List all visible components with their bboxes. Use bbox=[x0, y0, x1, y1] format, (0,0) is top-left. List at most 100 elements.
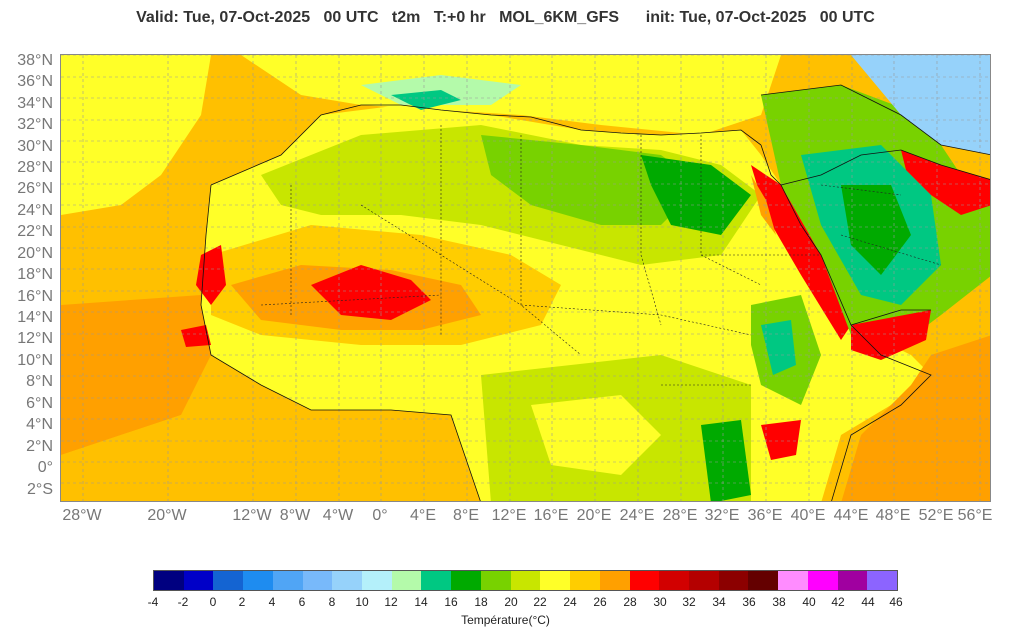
colorbar-tick: 42 bbox=[831, 595, 845, 609]
lon-label: 28°W bbox=[62, 507, 102, 524]
colorbar-swatch bbox=[540, 571, 571, 590]
mediterranean-sea bbox=[241, 55, 781, 135]
colorbar-swatch bbox=[837, 571, 868, 590]
lat-label: 36°N bbox=[17, 73, 53, 90]
colorbar-tick: 26 bbox=[593, 595, 607, 609]
lon-label: 40°E bbox=[790, 507, 826, 524]
colorbar bbox=[153, 570, 898, 591]
colorbar-tick: 40 bbox=[802, 595, 816, 609]
colorbar-swatch bbox=[451, 571, 481, 590]
indian-ocean bbox=[841, 335, 990, 501]
colorbar-swatch bbox=[748, 571, 779, 590]
lon-label: 52°E bbox=[918, 507, 954, 524]
colorbar-tick: 18 bbox=[474, 595, 488, 609]
atlas-cold bbox=[391, 90, 461, 110]
lat-label: 0° bbox=[37, 459, 53, 476]
colorbar-tick: 34 bbox=[712, 595, 726, 609]
lat-label: 38°N bbox=[17, 52, 53, 69]
colorbar-swatch bbox=[599, 571, 630, 590]
graticule bbox=[61, 55, 990, 501]
country-borders bbox=[260, 125, 942, 386]
najd-plateau bbox=[841, 185, 911, 275]
colorbar-tick: 14 bbox=[414, 595, 428, 609]
lon-label: 44°E bbox=[833, 507, 869, 524]
red-sea bbox=[751, 165, 851, 340]
congo-basin bbox=[531, 395, 661, 475]
egypt-cool-zone bbox=[641, 155, 751, 235]
colorbar-tick: 36 bbox=[742, 595, 756, 609]
colorbar-swatch bbox=[867, 571, 897, 590]
lon-label: 20°E bbox=[576, 507, 612, 524]
lat-label: 34°N bbox=[17, 95, 53, 112]
lon-label: 0° bbox=[372, 507, 388, 524]
lon-label: 28°E bbox=[662, 507, 698, 524]
colorbar-tick: 4 bbox=[268, 595, 276, 609]
colorbar-tick: 44 bbox=[861, 595, 875, 609]
persian-gulf bbox=[901, 150, 990, 215]
mauritania-coast-hot bbox=[196, 245, 226, 305]
colorbar-swatch bbox=[629, 571, 660, 590]
colorbar-swatch bbox=[480, 571, 511, 590]
lon-label: 36°E bbox=[747, 507, 783, 524]
lat-label: 16°N bbox=[17, 288, 53, 305]
atlantic-warm-zone bbox=[61, 295, 211, 455]
great-lakes-region bbox=[701, 420, 751, 501]
lat-label: 32°N bbox=[17, 116, 53, 133]
lon-label: 12°E bbox=[491, 507, 527, 524]
lon-label: 48°E bbox=[875, 507, 911, 524]
lat-label: 18°N bbox=[17, 266, 53, 283]
colorbar-tick: 0 bbox=[209, 595, 217, 609]
colorbar-tick: 32 bbox=[682, 595, 696, 609]
lat-label: 14°N bbox=[17, 309, 53, 326]
gulf-of-guinea bbox=[61, 410, 481, 501]
colorbar-tick: 30 bbox=[653, 595, 667, 609]
colorbar-tick: 8 bbox=[328, 595, 336, 609]
colorbar-title: Température(°C) bbox=[461, 613, 550, 627]
colorbar-tick: 24 bbox=[563, 595, 577, 609]
colorbar-swatch bbox=[362, 571, 392, 590]
colorbar-tick: -4 bbox=[147, 595, 159, 609]
colorbar-tick: 38 bbox=[772, 595, 786, 609]
gulf-of-aden bbox=[851, 310, 931, 360]
colorbar-swatch bbox=[421, 571, 452, 590]
colorbar-tick: 28 bbox=[623, 595, 637, 609]
lon-label: 4°E bbox=[410, 507, 436, 524]
lon-label: 16°E bbox=[533, 507, 569, 524]
colorbar-swatch bbox=[213, 571, 244, 590]
lon-label: 8°W bbox=[279, 507, 311, 524]
colorbar-tick: -2 bbox=[177, 595, 189, 609]
iran-highlands bbox=[851, 55, 990, 155]
lon-label: 56°E bbox=[957, 507, 993, 524]
map-canvas bbox=[61, 55, 990, 501]
lat-label: 8°N bbox=[26, 373, 53, 390]
colorbar-swatch bbox=[807, 571, 838, 590]
colorbar-swatch bbox=[778, 571, 808, 590]
map-title: Valid: Tue, 07-Oct-2025 00 UTC t2m T:+0 … bbox=[136, 9, 875, 26]
colorbar-tick: 20 bbox=[504, 595, 518, 609]
mali-hot-spot bbox=[311, 265, 431, 320]
lon-label: 20°W bbox=[147, 507, 187, 524]
lon-label: 12°W bbox=[232, 507, 272, 524]
colorbar-swatch bbox=[272, 571, 303, 590]
colorbar-swatch bbox=[332, 571, 363, 590]
atlantic-cool-zone bbox=[61, 55, 211, 215]
lat-label: 6°N bbox=[26, 395, 53, 412]
lat-label: 30°N bbox=[17, 138, 53, 155]
colorbar-swatch bbox=[570, 571, 600, 590]
colorbar-swatch bbox=[510, 571, 541, 590]
lon-label: 32°E bbox=[704, 507, 740, 524]
lat-label: 26°N bbox=[17, 180, 53, 197]
lon-label: 24°E bbox=[619, 507, 655, 524]
lat-label: 2°S bbox=[27, 481, 53, 498]
colorbar-swatch bbox=[688, 571, 719, 590]
lon-label: 4°W bbox=[322, 507, 354, 524]
colorbar-tick: 46 bbox=[889, 595, 903, 609]
lat-label: 24°N bbox=[17, 202, 53, 219]
colorbar-swatch bbox=[659, 571, 689, 590]
colorbar-tick: 10 bbox=[355, 595, 369, 609]
colorbar-swatch bbox=[718, 571, 749, 590]
colorbar-tick: 12 bbox=[384, 595, 398, 609]
temperature-map[interactable] bbox=[60, 54, 991, 502]
lon-label: 8°E bbox=[453, 507, 479, 524]
colorbar-swatch bbox=[302, 571, 333, 590]
